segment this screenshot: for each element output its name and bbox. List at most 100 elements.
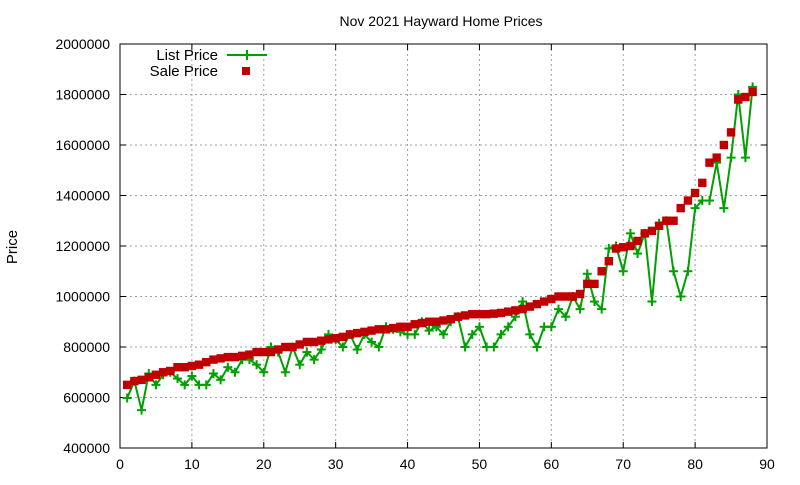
data-point bbox=[137, 375, 146, 385]
data-point bbox=[625, 228, 635, 238]
data-point bbox=[223, 362, 233, 372]
data-point bbox=[345, 330, 355, 339]
data-point bbox=[410, 320, 419, 329]
data-point bbox=[122, 380, 132, 390]
data-point bbox=[518, 297, 528, 307]
data-point bbox=[669, 216, 678, 225]
data-point bbox=[122, 393, 132, 403]
data-point bbox=[180, 380, 190, 390]
data-point bbox=[173, 363, 182, 372]
data-point bbox=[532, 342, 542, 352]
data-point bbox=[511, 306, 520, 315]
data-point bbox=[468, 309, 477, 319]
data-point bbox=[568, 292, 578, 301]
data-point bbox=[166, 366, 175, 376]
x-tick-label: 80 bbox=[687, 456, 703, 472]
series-sale-price bbox=[122, 87, 757, 390]
y-tick-label: 1000000 bbox=[55, 289, 110, 305]
y-tick-label: 1200000 bbox=[55, 238, 110, 254]
x-tick-label: 20 bbox=[256, 456, 272, 472]
data-point bbox=[597, 304, 607, 314]
x-tick-label: 40 bbox=[400, 456, 416, 472]
data-point bbox=[575, 289, 585, 299]
data-point bbox=[546, 322, 556, 332]
data-point bbox=[432, 317, 441, 326]
data-point bbox=[223, 352, 233, 362]
data-point bbox=[704, 196, 714, 206]
data-point bbox=[353, 328, 362, 338]
data-point bbox=[230, 352, 240, 362]
data-point bbox=[503, 322, 513, 332]
chart-title: Nov 2021 Hayward Home Prices bbox=[339, 13, 542, 29]
data-point bbox=[475, 309, 484, 319]
data-point bbox=[360, 327, 369, 337]
y-tick-label: 1400000 bbox=[55, 188, 110, 204]
data-point bbox=[741, 92, 750, 102]
data-point bbox=[690, 188, 700, 198]
data-point bbox=[712, 153, 721, 162]
x-tick-label: 60 bbox=[544, 456, 560, 472]
data-point bbox=[302, 347, 312, 357]
data-point bbox=[669, 266, 679, 276]
data-point bbox=[633, 249, 643, 259]
data-point bbox=[151, 370, 161, 379]
data-point bbox=[130, 376, 139, 386]
data-point bbox=[208, 369, 218, 379]
data-point bbox=[317, 336, 326, 345]
data-point bbox=[734, 95, 743, 104]
y-tick-label: 1600000 bbox=[55, 137, 110, 153]
data-point bbox=[216, 375, 226, 385]
data-point bbox=[446, 315, 455, 324]
data-point bbox=[583, 279, 592, 289]
series-layer bbox=[122, 82, 758, 415]
data-point bbox=[504, 307, 513, 316]
data-point bbox=[367, 337, 377, 347]
data-point bbox=[662, 216, 671, 225]
x-tick-label: 30 bbox=[328, 456, 344, 472]
data-point bbox=[374, 342, 384, 352]
data-point bbox=[618, 266, 628, 276]
legend-marker-sale-price bbox=[242, 67, 250, 75]
data-point bbox=[626, 241, 635, 251]
data-point bbox=[719, 140, 729, 150]
data-point bbox=[403, 322, 412, 331]
y-tick-label: 1800000 bbox=[55, 87, 110, 103]
data-point bbox=[705, 158, 714, 167]
data-point bbox=[202, 357, 211, 367]
data-point bbox=[281, 342, 290, 352]
data-point bbox=[151, 380, 161, 390]
data-point bbox=[489, 309, 499, 318]
data-point bbox=[230, 367, 240, 377]
legend: List Price Sale Price bbox=[150, 47, 267, 80]
data-point bbox=[424, 326, 434, 336]
data-point bbox=[582, 269, 592, 279]
y-tick-label: 600000 bbox=[63, 390, 110, 406]
data-point bbox=[209, 355, 218, 364]
data-point bbox=[525, 302, 534, 311]
data-point bbox=[158, 368, 168, 377]
data-point bbox=[547, 294, 556, 304]
data-point bbox=[690, 203, 700, 213]
data-point bbox=[309, 355, 319, 365]
legend-label-sale-price: Sale Price bbox=[150, 63, 218, 80]
data-point bbox=[683, 266, 693, 276]
data-point bbox=[302, 337, 312, 347]
data-point bbox=[259, 347, 268, 357]
data-point bbox=[252, 347, 261, 357]
data-point bbox=[410, 329, 420, 339]
grid-lines bbox=[120, 44, 767, 448]
data-point bbox=[295, 360, 305, 370]
data-point bbox=[640, 229, 649, 238]
y-tick-label: 400000 bbox=[63, 440, 110, 456]
data-point bbox=[654, 221, 664, 230]
x-tick-label: 50 bbox=[472, 456, 488, 472]
data-point bbox=[331, 333, 340, 343]
data-point bbox=[309, 337, 319, 347]
data-point bbox=[554, 292, 563, 301]
data-point bbox=[396, 322, 405, 331]
data-point bbox=[137, 405, 147, 415]
data-point bbox=[238, 351, 247, 361]
data-point bbox=[367, 326, 376, 335]
